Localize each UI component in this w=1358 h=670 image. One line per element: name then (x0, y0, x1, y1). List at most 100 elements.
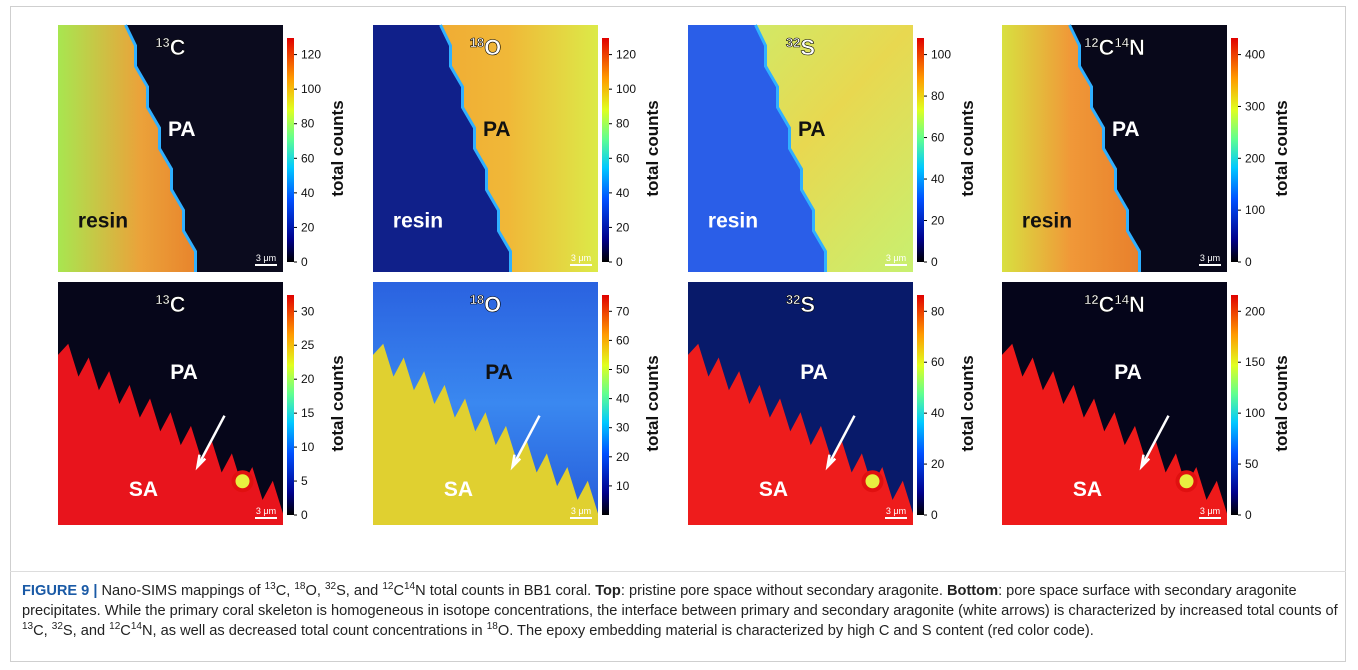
caption-run: 18 (486, 621, 498, 633)
colorbar-tick-label: 0 (1245, 508, 1252, 522)
panel: 13C PA resin 3 μm 0 20 40 60 80 100 120 total count… (58, 24, 347, 272)
colorbar (287, 295, 294, 515)
colorbar-label: total counts (328, 355, 347, 451)
colorbar-label: total counts (643, 355, 662, 451)
scale-bar-label: 3 μm (571, 253, 591, 263)
caption-run: FIGURE 9 | (22, 583, 98, 599)
colorbar-tick-label: 200 (1245, 151, 1265, 165)
caption-run: S, and (62, 623, 110, 639)
region-label: PA (798, 118, 826, 141)
colorbar-tick-label: 0 (301, 508, 308, 522)
caption-run: 12 (382, 581, 394, 593)
scale-bar-label: 3 μm (886, 253, 906, 263)
region-label: PA (800, 361, 828, 384)
colorbar-tick-label: 100 (301, 82, 321, 96)
scale-bar-label: 3 μm (256, 506, 276, 516)
panel: 18O PA SA 3 μm 10 20 30 40 50 60 70 total counts (373, 282, 662, 525)
inclusion (231, 470, 254, 493)
isotope-mass: 32 (786, 35, 800, 50)
isotope-label: 18O (470, 35, 502, 60)
panel: 13C PA SA 3 μm 0 5 10 15 20 25 30 total counts (58, 282, 347, 525)
colorbar (602, 38, 609, 262)
colorbar-tick-label: 80 (301, 117, 315, 131)
isotope-symbol: S (800, 35, 815, 60)
colorbar-tick-label: 15 (301, 406, 315, 420)
colorbar-tick-label: 0 (616, 255, 623, 269)
colorbar-tick-label: 150 (1245, 355, 1265, 369)
colorbar-label: total counts (958, 100, 977, 196)
isotope-label: 13C (155, 292, 185, 317)
colorbar-label: total counts (328, 100, 347, 196)
isotope-mass: 12 (1084, 292, 1098, 307)
colorbar-tick-label: 60 (931, 355, 945, 369)
colorbar-tick-label: 0 (931, 508, 938, 522)
caption-run: 18 (294, 581, 306, 593)
region-label: SA (444, 478, 473, 501)
colorbar-tick-label: 200 (1245, 304, 1265, 318)
isotope-mass: 14 (1115, 292, 1130, 307)
caption-run: 14 (130, 621, 142, 633)
caption-run: N total counts in BB1 coral. (415, 583, 596, 599)
caption-run: : pristine pore space without secondary … (620, 583, 947, 599)
colorbar-tick-label: 60 (931, 131, 945, 145)
colorbar-tick-label: 80 (931, 304, 945, 318)
scale-bar-label: 3 μm (1200, 253, 1220, 263)
colorbar-tick-label: 100 (1245, 406, 1265, 420)
colorbar-tick-label: 20 (616, 220, 630, 234)
caption-run: 32 (324, 581, 337, 593)
isotope-mass: 32 (786, 292, 800, 307)
colorbar-tick-label: 10 (616, 479, 630, 493)
isotope-label: 32S (786, 292, 815, 317)
region-label: PA (1112, 118, 1140, 141)
colorbar-tick-label: 60 (301, 151, 315, 165)
colorbar-tick-label: 20 (616, 450, 630, 464)
colorbar (287, 38, 294, 262)
colorbar-tick-label: 80 (931, 89, 945, 103)
colorbar-tick-label: 30 (616, 421, 630, 435)
isotope-symbol: C (1099, 35, 1115, 60)
colorbar-tick-label: 40 (616, 186, 630, 200)
embedding-region (58, 343, 283, 525)
isotope-label: 18O (470, 292, 502, 317)
caption-run: C (393, 583, 404, 599)
colorbar (1231, 295, 1238, 515)
figure-caption: FIGURE 9 | Nano-SIMS mappings of 13C, 18… (22, 581, 1338, 641)
caption-run: N, as well as decreased total count conc… (141, 623, 487, 639)
colorbar-tick-label: 30 (301, 304, 315, 318)
embedding-region (373, 343, 598, 525)
colorbar-tick-label: 100 (1245, 203, 1265, 217)
colorbar-tick-label: 60 (616, 151, 630, 165)
region-label: resin (1022, 210, 1072, 233)
isotope-mass: 18 (470, 35, 484, 50)
arrow (511, 415, 541, 468)
separator (10, 571, 1346, 572)
arrow-head (1139, 454, 1151, 471)
interface (754, 24, 827, 272)
colorbar-tick-label: 20 (931, 214, 945, 228)
colorbar-tick-label: 120 (616, 48, 636, 62)
caption-run: O, (305, 583, 325, 599)
region-label: SA (759, 478, 788, 501)
caption-run: C, (33, 623, 52, 639)
interface (1068, 24, 1141, 272)
colorbar-tick-label: 25 (301, 338, 315, 352)
colorbar-tick-label: 20 (301, 220, 315, 234)
scale-bar-label: 3 μm (571, 506, 591, 516)
colorbar-tick-label: 0 (301, 255, 308, 269)
colorbar-tick-label: 40 (301, 186, 315, 200)
isotope-symbol: S (800, 292, 815, 317)
colorbar-tick-label: 40 (616, 392, 630, 406)
isotope-label: 12C14N (1084, 35, 1145, 60)
figure-frame (10, 6, 1346, 662)
arrow (1140, 415, 1170, 468)
colorbar-tick-label: 50 (1245, 457, 1259, 471)
panel: 12C14N PA SA 3 μm 0 50 100 150 200 total counts (1002, 282, 1291, 525)
caption-run: 12 (109, 621, 121, 633)
colorbar-label: total counts (1272, 355, 1291, 451)
colorbar-tick-label: 20 (931, 457, 945, 471)
map-region (1002, 25, 1140, 272)
isotope-symbol: C (1099, 292, 1115, 317)
caption-run: 14 (403, 581, 416, 593)
